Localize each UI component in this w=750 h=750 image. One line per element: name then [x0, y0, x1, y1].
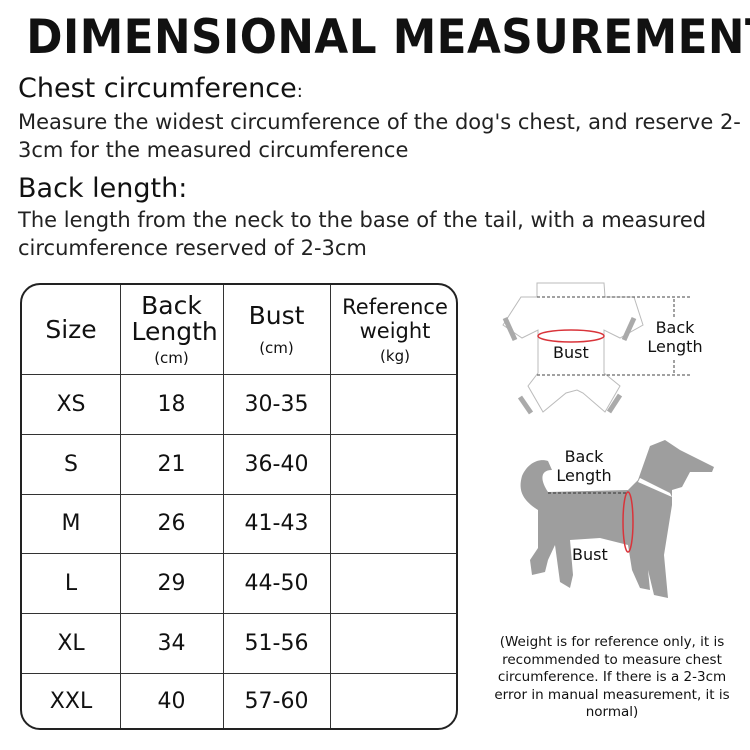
header-reference-weight: Reference weight (kg): [330, 285, 456, 374]
header-label: Size: [45, 314, 97, 344]
cell-back: 21: [157, 451, 186, 477]
cell-size: S: [64, 451, 78, 477]
header-unit: (cm): [154, 348, 189, 367]
cell-bust: 57-60: [244, 689, 309, 714]
header-unit: (kg): [380, 346, 410, 365]
cell-bust: 30-35: [244, 391, 309, 417]
header-unit: (cm): [259, 338, 294, 357]
chest-colon: :: [296, 81, 303, 102]
cell-back: 18: [157, 391, 186, 417]
cell-size: M: [61, 511, 81, 536]
cell-bust: 36-40: [244, 451, 309, 477]
header-bust: Bust (cm): [223, 285, 330, 374]
chest-heading-text: Chest circumference: [18, 73, 297, 104]
dog-silhouette: [520, 440, 714, 598]
garment-bust-label: Bust: [553, 343, 589, 362]
header-size: Size: [22, 285, 120, 374]
cell-size: XS: [56, 391, 86, 417]
header-back-length: Back Length (cm): [120, 285, 223, 374]
cell-size: XXL: [49, 689, 93, 714]
cell-size: L: [64, 570, 78, 596]
weight-note: (Weight is for reference only, it is rec…: [494, 634, 730, 720]
cell-bust: 44-50: [244, 570, 309, 596]
chest-description: Measure the widest circumference of the …: [18, 110, 741, 162]
garment-back-length-label: Back Length: [647, 318, 703, 356]
page-title: DIMENSIONAL MEASUREMENT: [26, 10, 750, 65]
size-table: Size Back Length (cm) Bust (cm) Reference …: [20, 283, 458, 730]
cell-back: 26: [157, 511, 186, 536]
header-label: Back Length: [131, 290, 218, 346]
cell-size: XL: [57, 630, 85, 656]
garment-diagram: [502, 282, 692, 415]
header-label: Bust: [248, 300, 305, 330]
dog-back-length-label: Back Length: [556, 447, 612, 485]
cell-bust: 41-43: [244, 511, 309, 536]
cell-bust: 51-56: [244, 630, 309, 656]
cell-back: 29: [157, 570, 186, 596]
cell-back: 40: [157, 689, 186, 714]
back-description: The length from the neck to the base of …: [18, 208, 707, 260]
cell-back: 34: [157, 630, 186, 656]
chest-heading: Chest circumference:: [18, 72, 303, 109]
dog-bust-label: Bust: [572, 545, 608, 564]
back-heading: Back length:: [18, 173, 188, 204]
header-label: Reference weight: [342, 294, 448, 343]
